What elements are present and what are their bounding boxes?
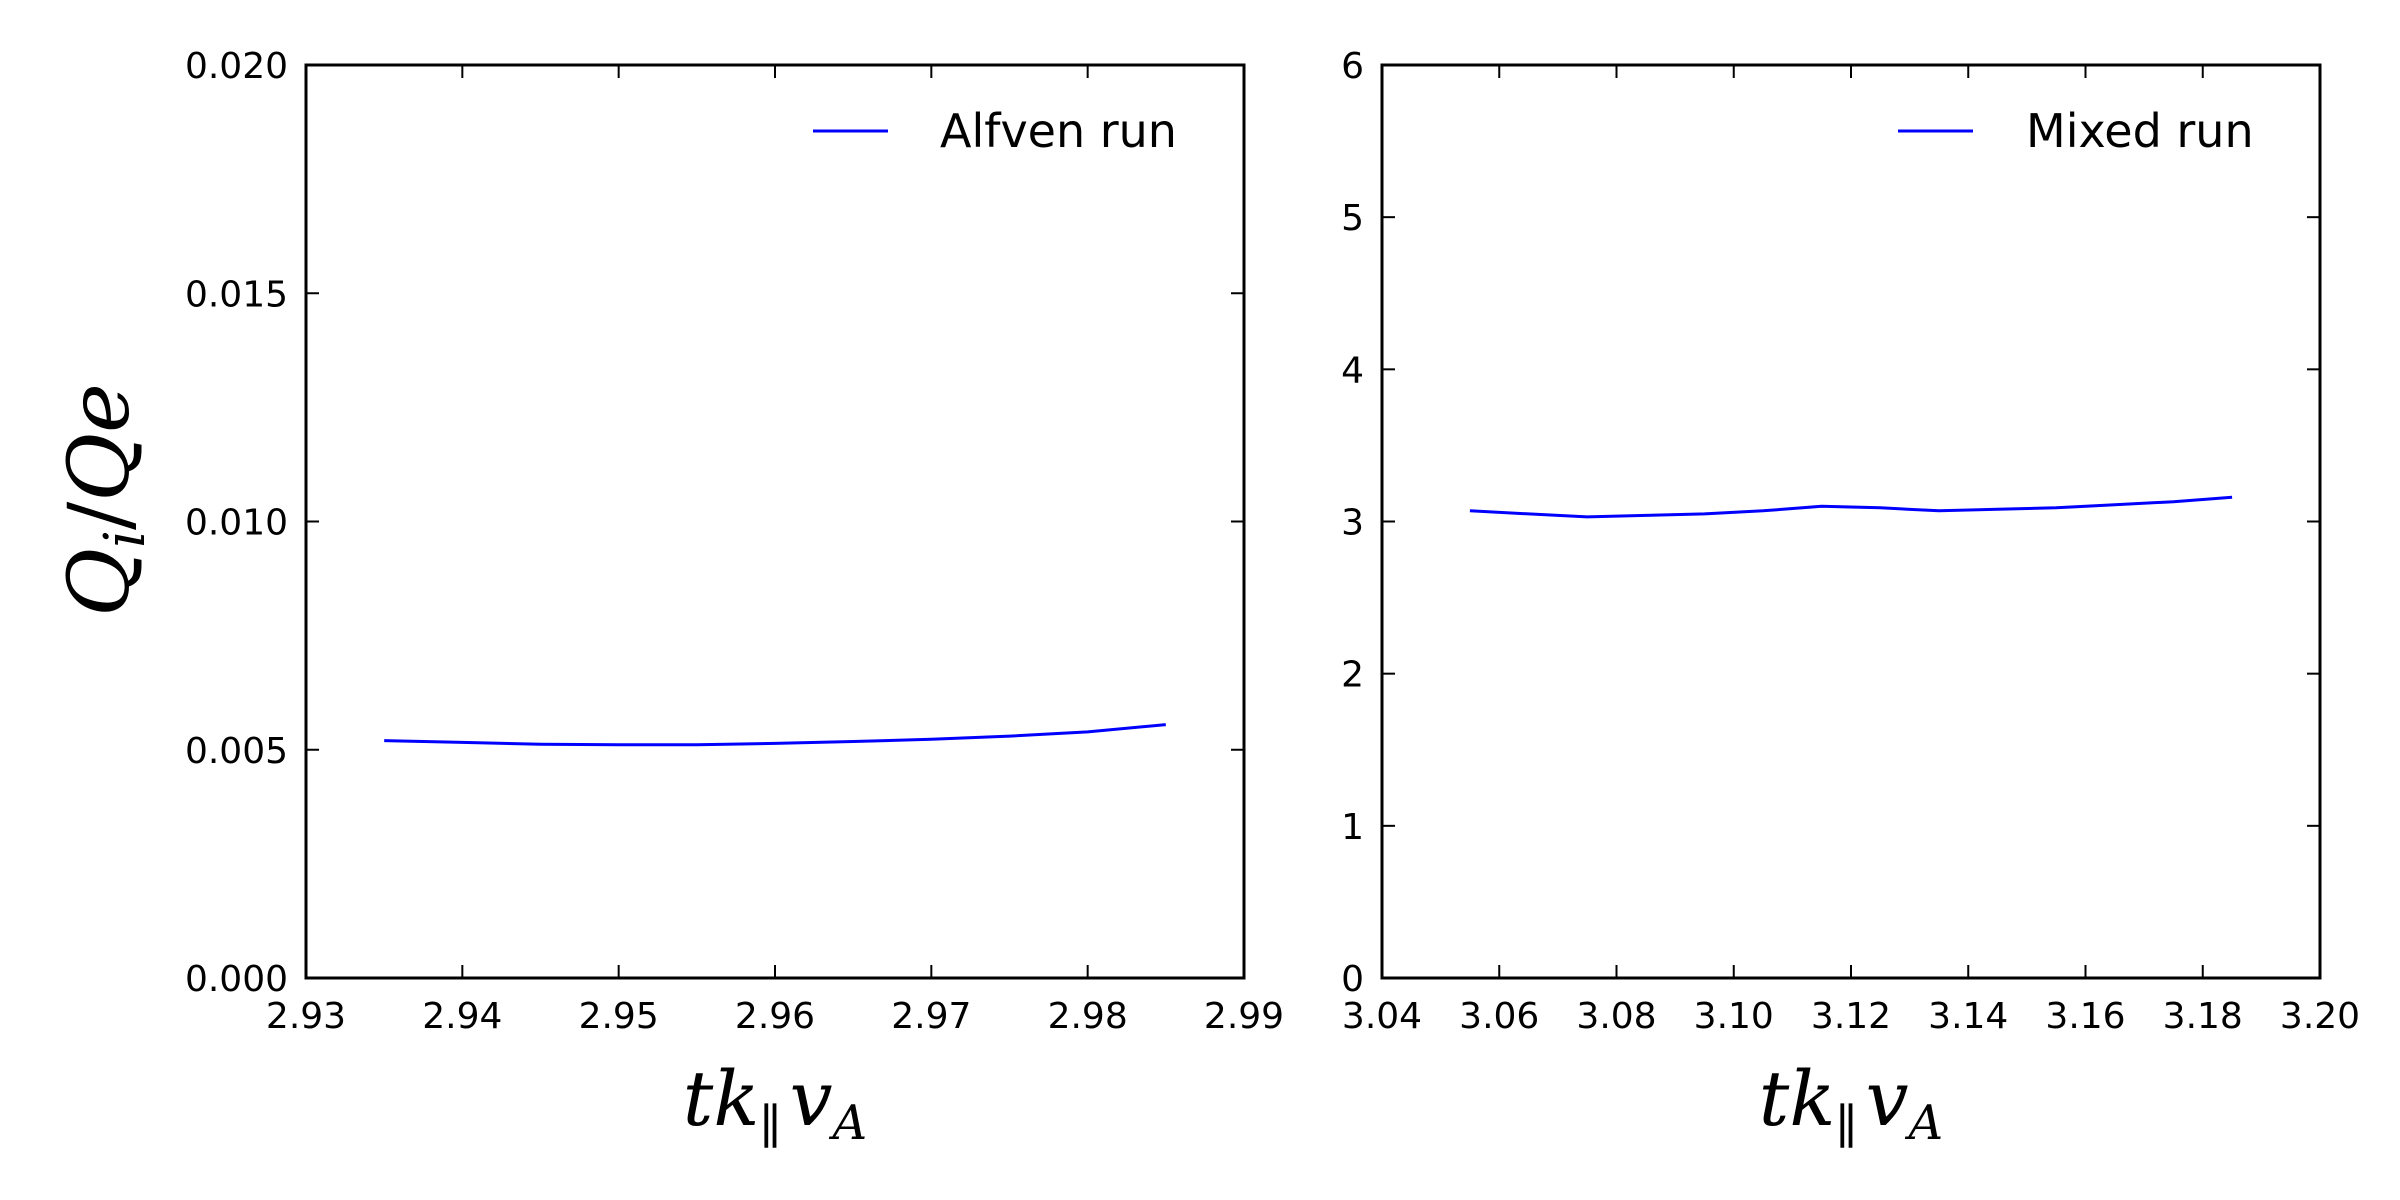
alfven-x-tick-label: 2.94 <box>422 996 502 1037</box>
alfven-x-label-v: v <box>790 1054 833 1143</box>
mixed-x-tick-label: 3.20 <box>2280 996 2360 1037</box>
mixed-panel: 3.04 3.06 3.08 3.10 3.12 3.14 3.16 3.18 3.20 0 1 2 3… <box>1341 46 2360 1155</box>
alfven-y-tick-label: 0.010 <box>185 503 288 544</box>
alfven-x-tick-label: 2.98 <box>1048 996 1128 1037</box>
alfven-legend-label: Alfven run <box>940 104 1177 158</box>
alfven-x-tick-label: 2.93 <box>266 996 346 1037</box>
mixed-plot-layer: 3.04 3.06 3.08 3.10 3.12 3.14 3.16 3.18 3.20 0 1 2 3… <box>1341 46 2360 1037</box>
alfven-x-tick-label: 2.96 <box>735 996 815 1037</box>
mixed-x-label-k: k <box>1789 1054 1835 1143</box>
mixed-x-axis-label: tk∥ vA <box>1759 1054 1943 1155</box>
alfven-legend: Alfven run <box>813 104 1177 158</box>
mixed-axes-frame <box>1380 63 2322 980</box>
alfven-y-tick-label: 0.015 <box>185 274 288 315</box>
y-label-qe: Qe <box>50 383 148 502</box>
alfven-x-tick-label: 2.99 <box>1204 996 1284 1037</box>
mixed-y-tick-label: 5 <box>1341 198 1364 239</box>
alfven-y-tick-label: 0.020 <box>185 46 288 87</box>
mixed-x-tick-label: 3.18 <box>2163 996 2243 1037</box>
mixed-x-tick-label: 3.10 <box>1694 996 1774 1037</box>
alfven-plot-layer: 2.93 2.94 2.95 2.96 2.97 2.98 2.99 0.000 0.005 0.… <box>185 46 1284 1037</box>
y-label-q: Q <box>50 548 148 617</box>
mixed-x-label-v: v <box>1866 1054 1909 1143</box>
alfven-panel: 2.93 2.94 2.95 2.96 2.97 2.98 2.99 0.000 0.005 0.… <box>185 46 1284 1155</box>
mixed-x-label-parallel: ∥ <box>1835 1099 1857 1155</box>
mixed-legend: Mixed run <box>1898 104 2254 158</box>
alfven-x-axis-label: tk∥ vA <box>683 1054 867 1155</box>
y-label-sub-i: i <box>93 530 158 548</box>
mixed-x-tick-label: 3.06 <box>1459 996 1539 1037</box>
mixed-x-tick-label: 3.16 <box>2045 996 2125 1037</box>
y-axis-label: Qi/Qe <box>50 383 158 617</box>
alfven-x-label-k: k <box>713 1054 759 1143</box>
alfven-x-tick-label: 2.97 <box>891 996 971 1037</box>
mixed-y-tick-label: 1 <box>1341 807 1364 848</box>
alfven-x-label-t: t <box>683 1054 714 1143</box>
alfven-series-line <box>384 723 1166 747</box>
mixed-y-tick-label: 3 <box>1341 503 1364 544</box>
mixed-x-tick-label: 3.08 <box>1576 996 1656 1037</box>
mixed-x-label-t: t <box>1759 1054 1790 1143</box>
y-label-slash: / <box>50 501 148 530</box>
mixed-y-tick-label: 4 <box>1341 350 1364 391</box>
mixed-legend-label: Mixed run <box>2026 104 2254 158</box>
alfven-y-tick-label: 0.000 <box>185 959 288 1000</box>
alfven-axes-frame <box>304 63 1246 980</box>
mixed-x-tick-label: 3.12 <box>1811 996 1891 1037</box>
alfven-y-tick-label: 0.005 <box>185 731 288 772</box>
mixed-x-tick-label: 3.04 <box>1342 996 1422 1037</box>
mixed-y-tick-label: 6 <box>1341 46 1364 87</box>
mixed-series-line <box>1469 495 2233 519</box>
mixed-x-tick-label: 3.14 <box>1928 996 2008 1037</box>
alfven-x-label-sub-a: A <box>829 1095 868 1151</box>
mixed-y-tick-label: 0 <box>1341 959 1364 1000</box>
mixed-y-tick-label: 2 <box>1341 655 1364 696</box>
mixed-x-label-sub-a: A <box>1905 1095 1944 1151</box>
alfven-x-tick-label: 2.95 <box>579 996 659 1037</box>
alfven-x-label-parallel: ∥ <box>759 1099 781 1155</box>
